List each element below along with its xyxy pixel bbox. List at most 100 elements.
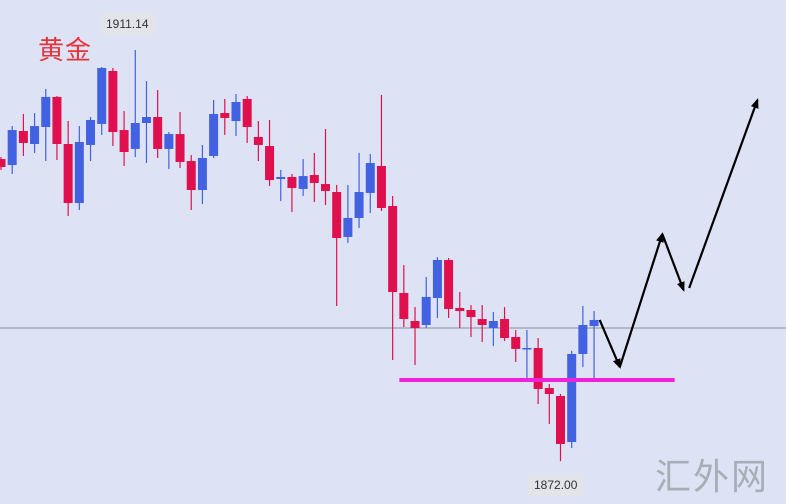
candle [500,307,510,341]
candle [197,144,207,204]
candle-body [488,321,498,329]
candle [578,305,588,368]
candle [164,132,174,170]
candle-body [175,134,185,162]
candle [287,173,297,212]
candles-group [0,50,599,462]
candle [354,152,364,229]
candle-body [253,136,263,145]
candle-body [332,192,342,239]
candle [298,159,308,197]
low-price-label: 1872.00 [528,474,584,496]
candle-body [63,144,73,204]
candle-body [421,296,431,325]
candle [421,276,431,329]
candle-body [544,388,554,395]
candle [343,184,353,243]
candle [63,121,73,216]
candle [18,113,28,156]
candle-body [164,134,174,149]
candle-body [354,192,364,218]
candle-body [52,96,62,145]
candle-body [444,259,454,310]
candle [376,94,386,212]
candle-body [365,163,375,193]
candle-body [432,259,442,299]
candle [175,111,185,168]
candle-body [500,319,510,339]
candle-body [242,98,252,127]
candle-body [399,292,409,320]
candle-body [567,353,577,443]
candle-body [287,176,297,189]
chart-title: 黄金 [38,36,93,66]
candle [0,157,6,170]
candle [444,257,454,318]
candle-body [108,71,118,133]
candle [74,126,84,210]
candle [309,152,319,202]
candle [589,311,599,379]
candle [544,384,554,424]
candle [276,169,286,202]
candle-body [388,205,398,293]
candle [153,90,163,158]
candle-body [477,319,487,325]
candle [399,265,409,327]
candle-body [276,176,286,179]
candle-body [220,113,230,118]
candle-body [589,319,599,327]
projection-arrow [618,232,664,368]
candle [186,155,196,210]
candle [108,67,118,147]
candle [321,128,331,206]
candle-body [265,146,275,181]
high-price-label: 1911.14 [100,13,155,35]
candle-body [410,321,420,329]
candle-body [556,396,565,445]
candle-body [119,130,129,152]
candle-body [74,142,84,204]
candle-body [466,309,476,318]
candle [388,196,398,360]
candle [265,119,275,187]
candle-body [41,96,51,127]
candle [567,350,577,449]
candle [488,311,498,347]
candle [97,67,107,135]
projection-arrow [598,319,621,369]
projection-arrow [661,233,685,292]
candle-body [209,113,219,156]
candle [41,88,51,162]
candle-body [18,130,28,143]
candle [86,117,96,162]
candle [119,111,129,166]
candle-body [455,307,465,312]
candle-body [376,165,386,208]
candle [556,394,565,462]
candle [511,330,521,362]
candle-body [522,348,532,350]
candle [130,50,140,158]
candle [253,121,263,162]
candle [209,100,219,158]
candle [231,94,241,137]
candle [30,113,40,153]
candle [220,98,230,135]
candle [533,338,543,404]
candle-body [130,123,140,149]
candle-body [578,325,588,354]
candle [7,126,17,174]
candle-body [533,348,543,389]
candle [365,153,375,214]
candle-body [231,101,241,122]
candle [522,330,532,379]
candle [332,184,342,306]
candle-body [511,336,521,349]
candle-body [153,117,163,149]
candle-body [321,184,331,191]
candle-body [86,119,96,145]
candle [242,96,252,143]
candle-body [30,126,40,145]
